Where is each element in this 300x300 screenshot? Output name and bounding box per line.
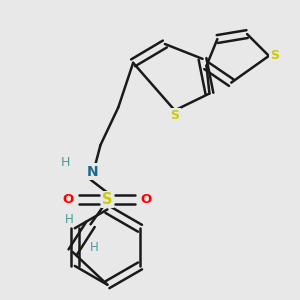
Text: H: H	[64, 213, 73, 226]
Text: S: S	[170, 109, 179, 122]
Text: N: N	[87, 165, 98, 179]
Text: H: H	[61, 156, 70, 170]
Text: O: O	[140, 193, 152, 206]
Text: H: H	[90, 241, 99, 254]
Text: S: S	[270, 50, 279, 62]
Text: O: O	[62, 193, 74, 206]
Text: S: S	[102, 192, 112, 207]
